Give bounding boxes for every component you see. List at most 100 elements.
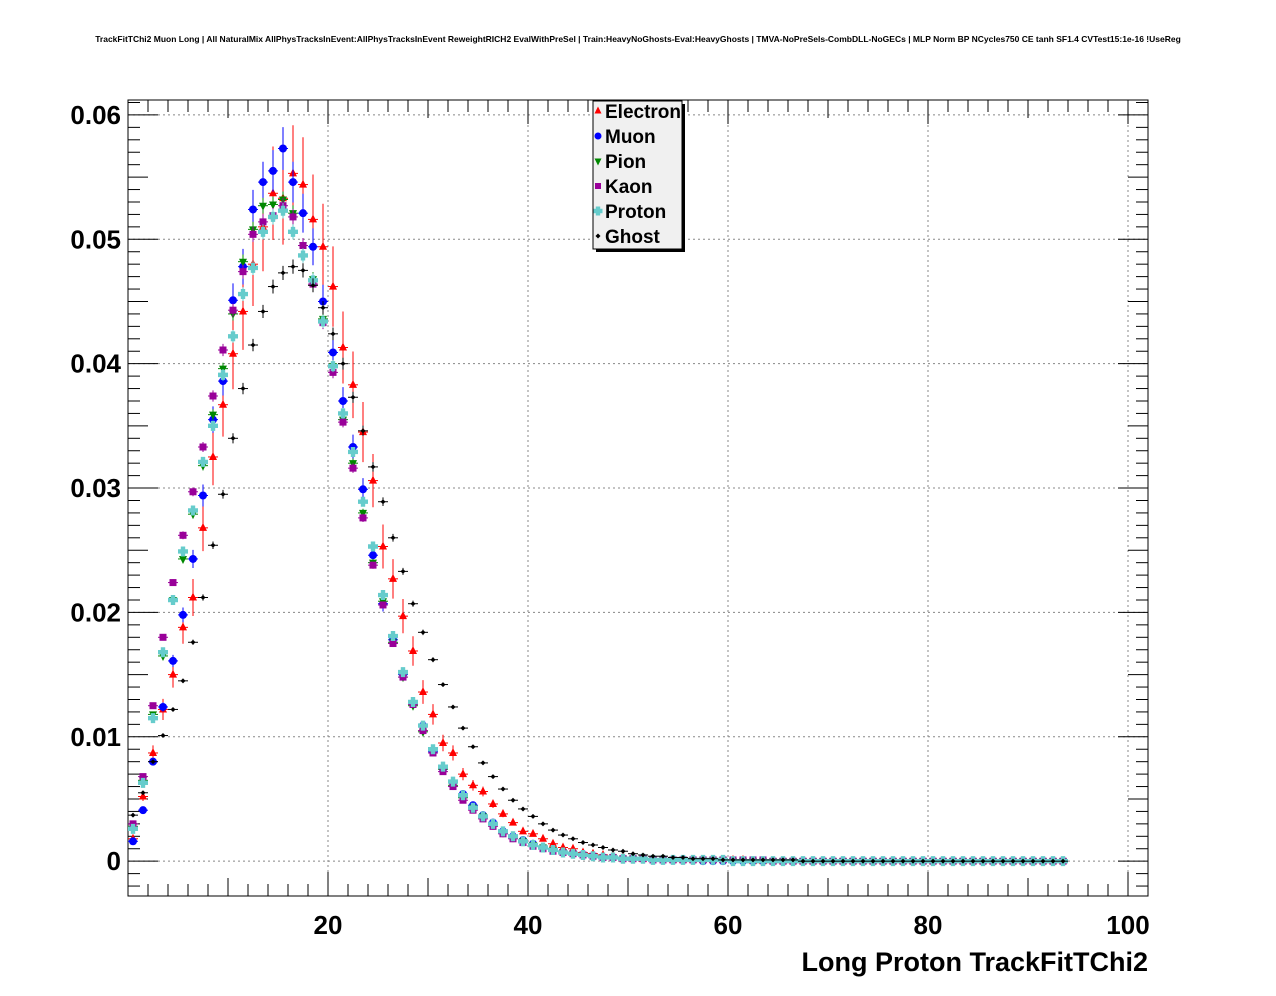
data-point	[290, 264, 296, 270]
data-point	[160, 733, 166, 739]
data-point	[239, 268, 247, 276]
y-tick-label: 0.01	[70, 722, 121, 752]
data-point	[430, 657, 436, 663]
data-point	[570, 836, 576, 842]
plot-title: TrackFitTChi2 Muon Long | All NaturalMix…	[95, 34, 1181, 44]
data-point	[278, 205, 288, 216]
data-point	[408, 696, 418, 707]
data-point	[239, 258, 247, 267]
data-point	[149, 747, 157, 756]
data-point	[178, 546, 188, 557]
data-point	[820, 858, 826, 864]
data-point	[810, 858, 816, 864]
data-point	[148, 713, 158, 724]
data-point	[320, 305, 326, 311]
data-point	[230, 435, 236, 441]
data-point	[348, 446, 358, 457]
x-tick-label: 80	[914, 910, 943, 940]
data-point	[519, 826, 527, 835]
data-point	[240, 386, 246, 392]
data-point	[529, 828, 537, 837]
data-point	[199, 522, 207, 531]
data-point	[630, 851, 636, 857]
data-point	[800, 858, 806, 864]
data-point	[1000, 858, 1006, 864]
data-point	[400, 568, 406, 574]
data-point	[429, 709, 437, 718]
legend-marker	[594, 158, 602, 166]
data-point	[168, 594, 178, 605]
data-point	[780, 857, 786, 863]
data-point	[620, 848, 626, 854]
legend-marker	[595, 233, 601, 239]
data-point	[450, 704, 456, 710]
data-point	[628, 853, 638, 864]
data-point	[428, 744, 438, 755]
data-point	[299, 242, 307, 250]
data-point	[208, 420, 218, 431]
data-point	[1060, 858, 1066, 864]
data-point	[318, 316, 328, 327]
data-point	[560, 832, 566, 838]
data-point	[658, 854, 668, 865]
data-point	[980, 858, 986, 864]
data-point	[940, 858, 946, 864]
data-point	[339, 418, 347, 426]
data-point	[1020, 858, 1026, 864]
legend-label: Electron	[605, 102, 681, 123]
data-point	[359, 514, 367, 522]
data-point	[750, 857, 756, 863]
legend-label: Muon	[605, 127, 656, 148]
data-point	[398, 667, 408, 678]
y-tick-label: 0.04	[70, 349, 121, 379]
data-point	[489, 798, 497, 807]
data-point	[740, 857, 746, 863]
data-point	[830, 858, 836, 864]
data-point	[518, 836, 528, 847]
data-point	[370, 464, 376, 470]
data-point	[369, 551, 377, 560]
data-point	[488, 818, 498, 829]
legend-entry-pion: Pion	[594, 152, 646, 173]
data-point	[1030, 858, 1036, 864]
data-point	[850, 858, 856, 864]
data-point	[269, 188, 277, 197]
data-point	[459, 769, 467, 778]
data-point	[438, 761, 448, 772]
data-point	[418, 720, 428, 731]
data-point	[458, 790, 468, 801]
data-point	[840, 858, 846, 864]
data-point	[250, 342, 256, 348]
data-point	[219, 346, 227, 354]
data-point	[130, 812, 136, 818]
data-point	[508, 831, 518, 842]
data-point	[588, 851, 598, 862]
data-point	[129, 837, 137, 846]
legend-entry-kaon: Kaon	[595, 177, 653, 198]
data-point	[179, 610, 187, 619]
data-point	[260, 308, 266, 314]
series-ghost	[128, 259, 1068, 864]
legend-entry-muon: Muon	[594, 127, 656, 148]
data-point	[338, 408, 348, 419]
data-point	[309, 214, 317, 223]
data-point	[268, 211, 278, 222]
data-point	[369, 561, 377, 569]
data-point	[258, 226, 268, 237]
data-point	[329, 281, 337, 290]
data-point	[638, 853, 648, 864]
legend-marker	[593, 206, 603, 216]
legend-label: Kaon	[605, 177, 653, 198]
data-point	[359, 485, 367, 494]
data-point	[469, 780, 477, 789]
data-point	[329, 368, 337, 376]
data-point	[710, 856, 716, 862]
data-point	[299, 179, 307, 188]
data-point	[590, 842, 596, 848]
x-axis-title: Long Proton TrackFitTChi2	[801, 947, 1148, 977]
data-point	[340, 361, 346, 367]
data-point	[610, 847, 616, 853]
data-point	[390, 535, 396, 541]
data-point	[660, 853, 666, 859]
data-point	[600, 844, 606, 850]
